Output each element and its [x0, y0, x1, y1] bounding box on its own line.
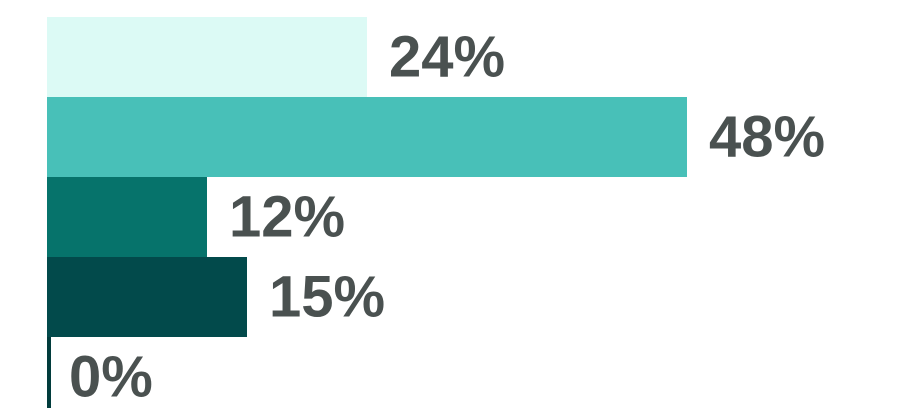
bar [47, 17, 367, 97]
value-label: 48% [709, 104, 825, 169]
value-label: 0% [69, 344, 153, 408]
bar [47, 177, 207, 257]
value-label: 12% [229, 184, 345, 249]
value-label: 15% [269, 264, 385, 329]
bar [47, 97, 687, 177]
bar [47, 257, 247, 337]
value-label: 24% [389, 24, 505, 89]
